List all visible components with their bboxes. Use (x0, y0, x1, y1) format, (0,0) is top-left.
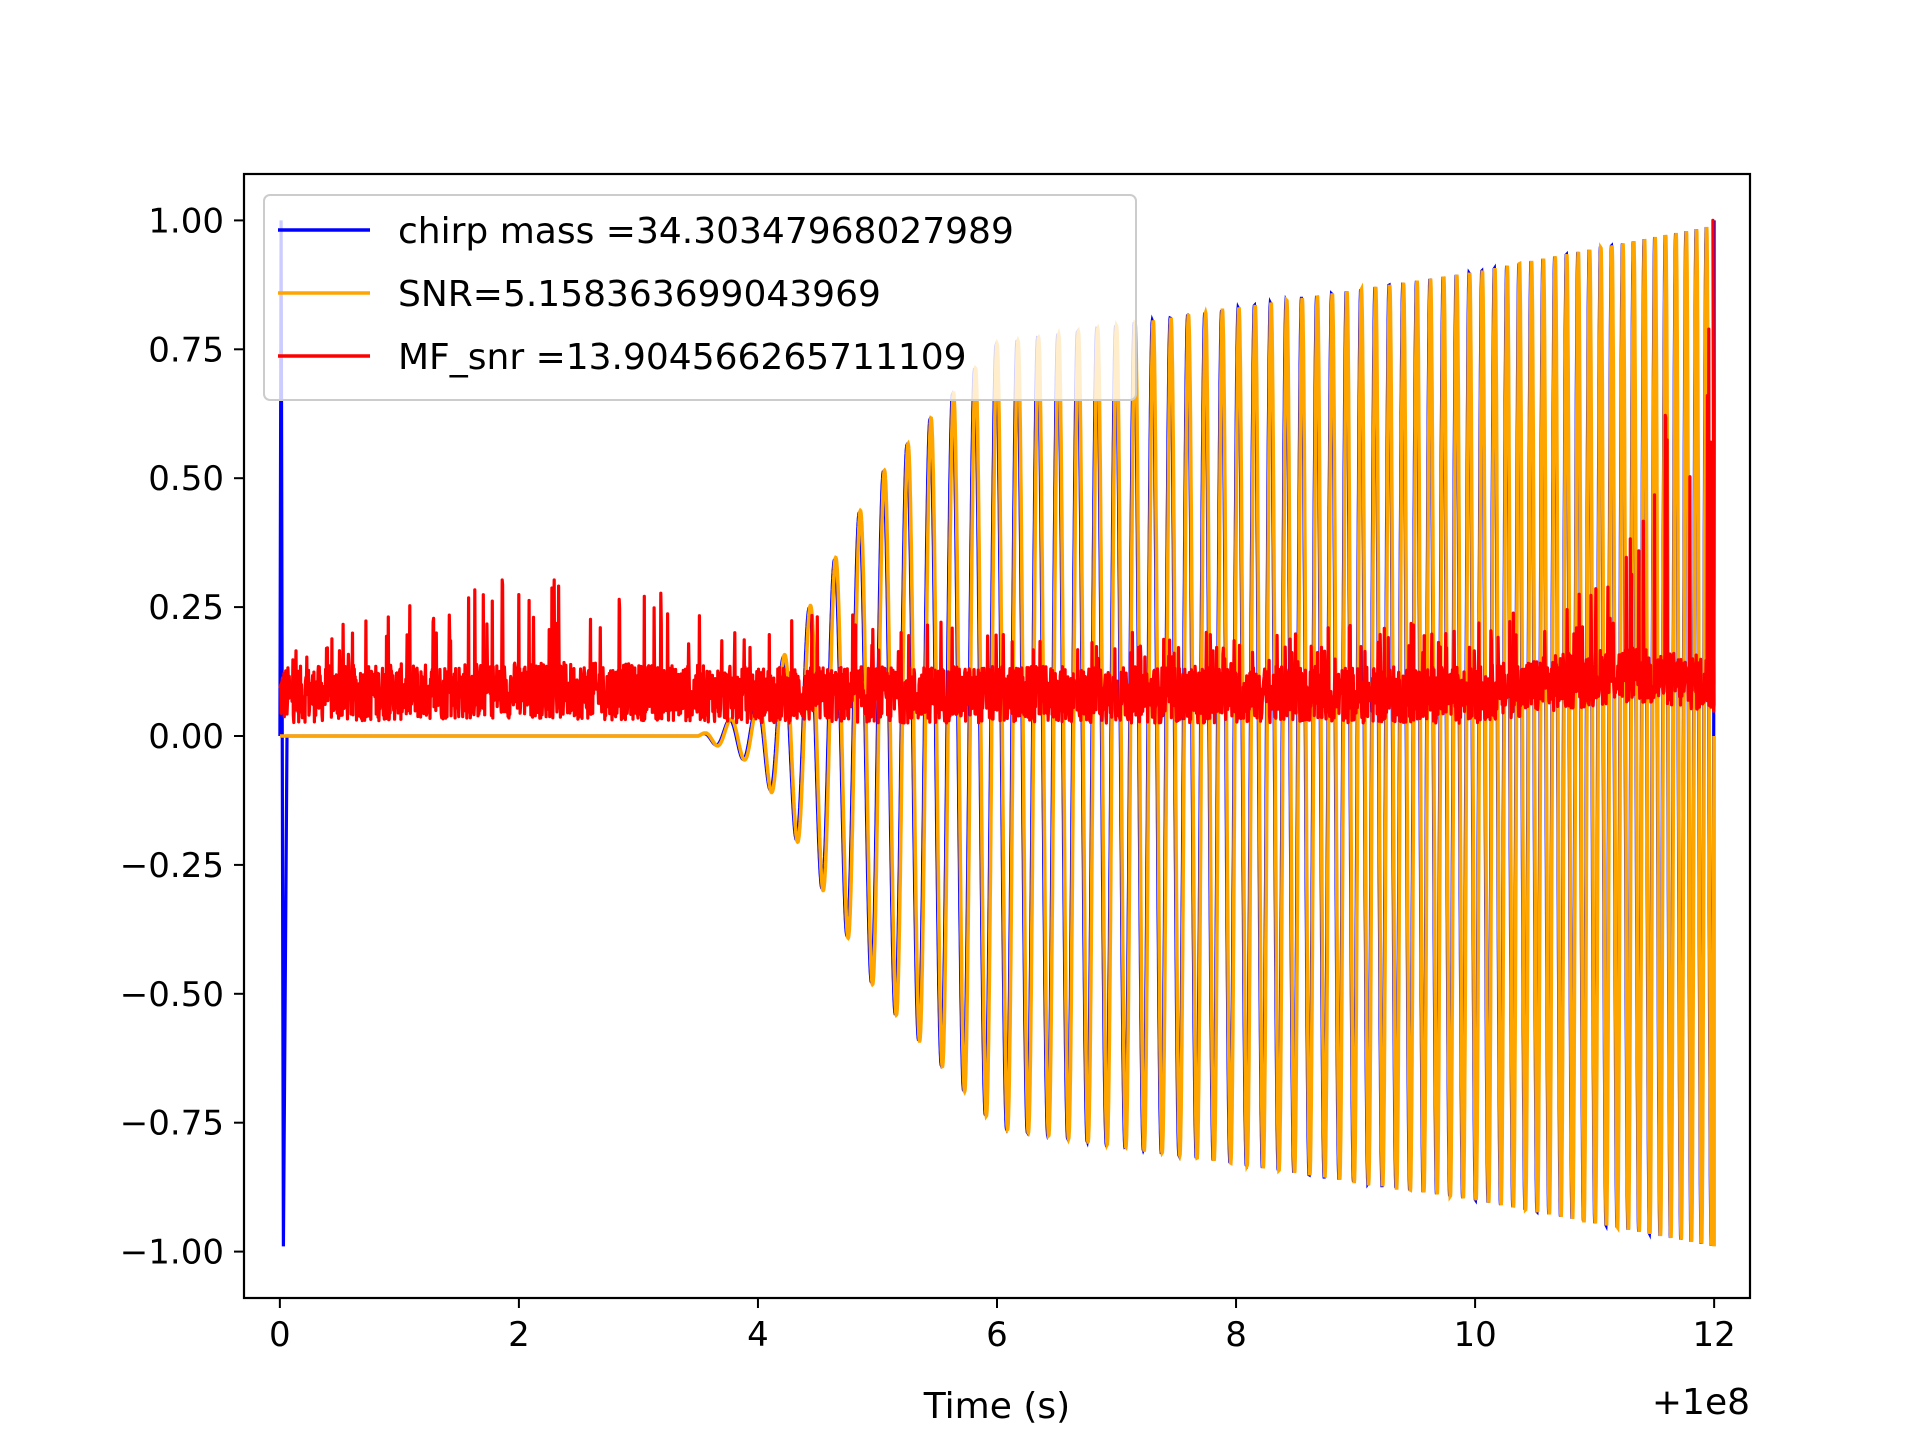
x-tick-label: 0 (269, 1315, 291, 1355)
y-tick-label: 1.00 (148, 201, 224, 241)
x-axis-label: Time (s) (923, 1386, 1070, 1427)
y-tick-label: −0.75 (120, 1104, 224, 1144)
ticks-layer: 0 2 4 6 8 10 12 1.00 0.75 0.50 0.25 0.00 −0.25 −0.50 −… (120, 201, 1736, 1355)
x-tick-label: 8 (1225, 1315, 1247, 1355)
x-tick-label: 10 (1453, 1315, 1496, 1355)
y-tick-label: −1.00 (120, 1233, 224, 1273)
y-tick-label: −0.50 (120, 975, 224, 1015)
y-tick-label: 0.50 (148, 459, 224, 499)
x-offset-label: +1e8 (1652, 1382, 1750, 1423)
legend-label: SNR=5.158363699043969 (398, 274, 881, 315)
x-tick-label: 4 (747, 1315, 769, 1355)
legend-box (263, 194, 1137, 401)
legend-label: chirp mass =34.30347968027989 (398, 211, 1014, 252)
y-tick-label: 0.75 (148, 330, 224, 370)
y-tick-label: 0.25 (148, 588, 224, 628)
legend-label: MF_snr =13.904566265711109 (398, 337, 967, 378)
x-tick-label: 12 (1693, 1315, 1736, 1355)
legend: chirp mass =34.30347968027989 SNR=5.15836… (263, 194, 1137, 401)
x-tick-label: 6 (986, 1315, 1008, 1355)
y-tick-label: −0.25 (120, 846, 224, 886)
series-line-mf-snr (278, 218, 1716, 725)
x-tick-label: 2 (508, 1315, 530, 1355)
y-tick-label: 0.00 (148, 717, 224, 757)
